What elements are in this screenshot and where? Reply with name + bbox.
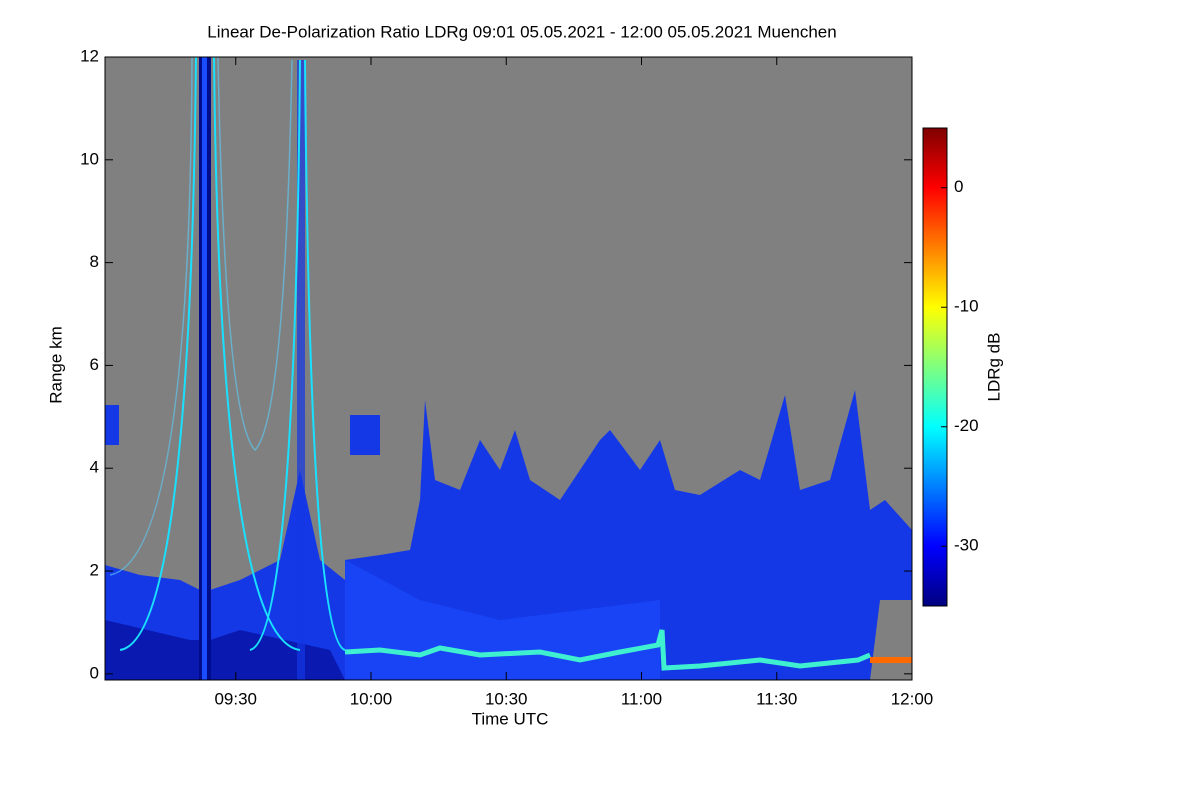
y-tick-label: 2 <box>90 561 99 580</box>
x-tick-label: 11:30 <box>756 689 797 708</box>
x-tick-label: 10:30 <box>485 689 528 708</box>
colorbar-tick-label: -30 <box>954 536 979 555</box>
y-tick-label: 12 <box>80 46 99 65</box>
x-tick-label: 12:00 <box>891 689 934 708</box>
chart-title: Linear De-Polarization Ratio LDRg 09:01 … <box>207 22 836 41</box>
colorbar-tick-label: 0 <box>954 177 963 196</box>
y-tick-label: 0 <box>90 663 99 682</box>
x-tick-label: 09:30 <box>214 689 257 708</box>
y-axis-label: Range km <box>46 326 65 403</box>
y-tick-label: 10 <box>80 149 99 168</box>
x-axis-label: Time UTC <box>472 709 549 728</box>
colorbar-tick-label: -20 <box>954 416 979 435</box>
heatmap-field <box>105 57 912 680</box>
x-tick-label: 10:00 <box>350 689 393 708</box>
colorbar-tick-label: -10 <box>954 297 979 316</box>
y-tick-label: 6 <box>90 355 99 374</box>
y-tick-label: 8 <box>90 252 99 271</box>
colorbar <box>922 127 948 607</box>
x-tick-label: 11:00 <box>621 689 662 708</box>
colorbar-label: LDRg dB <box>984 333 1003 402</box>
y-tick-label: 4 <box>90 458 99 477</box>
plot-frame <box>104 56 913 681</box>
